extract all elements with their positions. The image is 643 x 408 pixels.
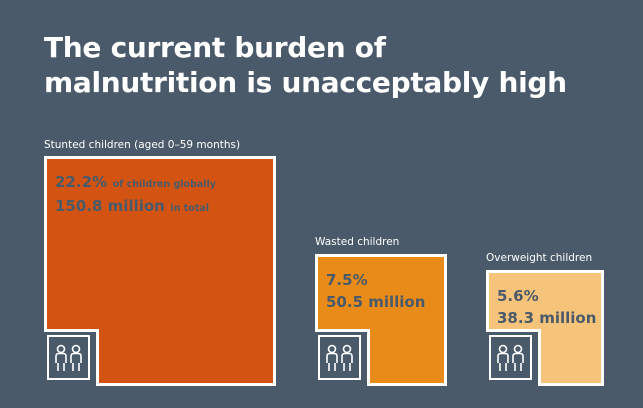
stunted-percent-suffix: of children globally <box>112 179 216 190</box>
wasted-total: 50.5 million <box>326 293 426 311</box>
page-title: The current burden of malnutrition is un… <box>44 30 604 100</box>
title-line-2: malnutrition is unacceptably high <box>44 66 567 99</box>
wasted-icon-box <box>315 329 370 386</box>
overweight-icon-box <box>486 329 541 386</box>
wasted-label: Wasted children <box>315 236 400 248</box>
stunted-total: 150.8 million <box>55 197 165 215</box>
wasted-percent: 7.5% <box>326 271 368 289</box>
overweight-values: 5.6% 38.3 million <box>497 285 596 329</box>
title-line-1: The current burden of <box>44 31 386 64</box>
overweight-label: Overweight children <box>486 252 593 264</box>
stunted-total-suffix: in total <box>170 203 210 214</box>
wasted-values: 7.5% 50.5 million <box>326 269 425 313</box>
overweight-total: 38.3 million <box>497 309 597 327</box>
overweight-percent: 5.6% <box>497 287 539 305</box>
stunted-values: 22.2% of children globally 150.8 million… <box>55 171 216 219</box>
stunted-icon-box <box>44 329 99 386</box>
stunted-percent: 22.2% <box>55 173 108 191</box>
two-children-icon <box>489 335 532 380</box>
two-children-icon <box>318 335 361 380</box>
stunted-square: 22.2% of children globally 150.8 million… <box>44 156 276 386</box>
wasted-square: 7.5% 50.5 million <box>315 254 447 386</box>
two-children-icon <box>47 335 90 380</box>
stunted-label: Stunted children (aged 0–59 months) <box>44 139 241 151</box>
overweight-square: 5.6% 38.3 million <box>486 270 604 386</box>
